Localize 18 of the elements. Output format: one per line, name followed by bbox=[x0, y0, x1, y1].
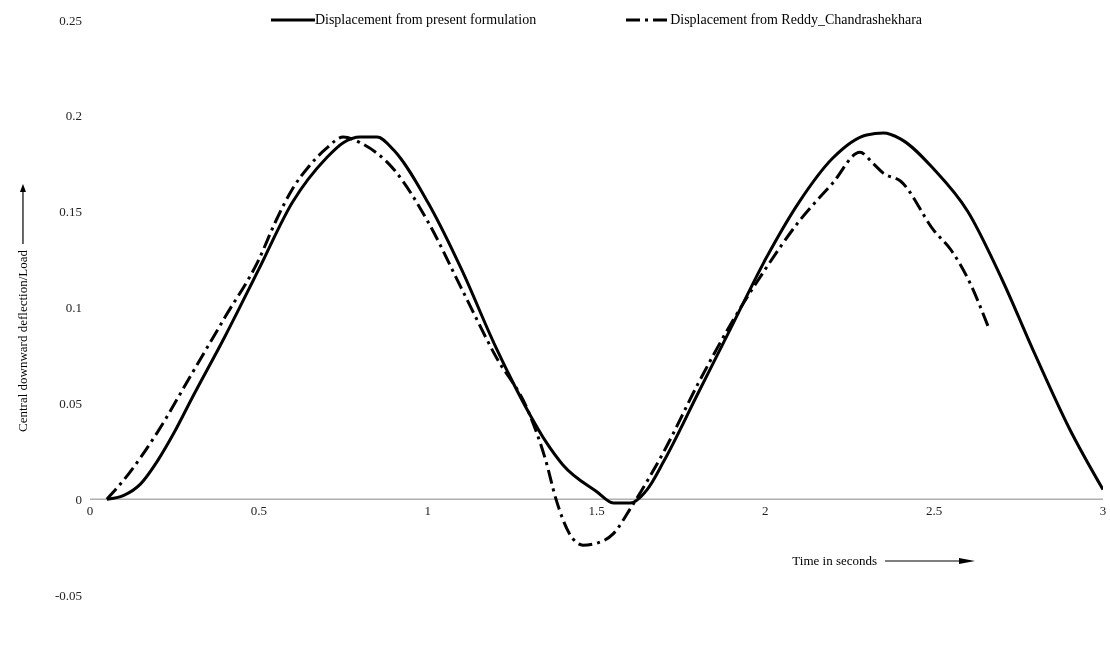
x-tick-label: 0.5 bbox=[250, 503, 267, 519]
y-tick-label: -0.05 bbox=[54, 587, 82, 603]
x-tick-label: 1 bbox=[424, 503, 431, 519]
x-tick-label: 3 bbox=[1099, 503, 1107, 519]
x-tick-label: 0 bbox=[86, 503, 94, 519]
x-tick-label: 2 bbox=[762, 503, 769, 519]
x-tick-label: 2.5 bbox=[926, 503, 943, 519]
y-tick-label: 0 bbox=[75, 491, 82, 507]
y-tick-label: 0.15 bbox=[59, 204, 82, 220]
x-axis-title: Time in seconds bbox=[792, 552, 878, 569]
y-tick-label: 0.25 bbox=[59, 12, 82, 28]
y-tick-label: 0.2 bbox=[65, 108, 82, 124]
legend-label: Displacement from present formulation bbox=[314, 12, 537, 28]
y-tick-label: 0.05 bbox=[59, 395, 82, 411]
x-tick-label: 1.5 bbox=[588, 503, 605, 519]
legend-label: Displacement from Reddy_Chandrashekhara bbox=[670, 12, 923, 28]
y-tick-label: 0.1 bbox=[65, 300, 82, 316]
y-axis-title: Central downward deflection/Load bbox=[15, 249, 31, 432]
